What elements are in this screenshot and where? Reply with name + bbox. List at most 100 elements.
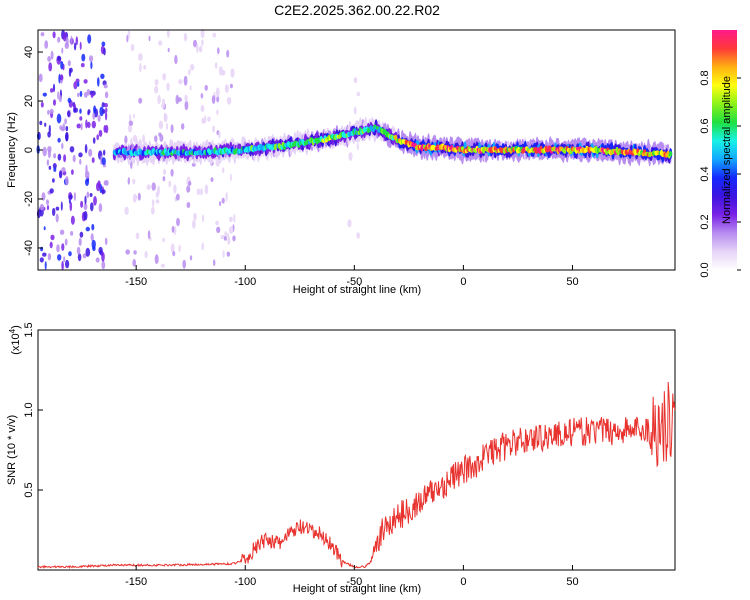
spectrogram-noise-cell — [132, 193, 137, 203]
spectrogram-noise-cell — [90, 233, 94, 242]
spectrogram-noise-cell — [90, 61, 93, 70]
spectrogram-noise-cell — [201, 214, 205, 223]
spectrogram-noise-cell — [348, 152, 353, 161]
spectrogram-noise-cell — [77, 92, 80, 98]
snr-x-tick-label: 0 — [460, 576, 466, 588]
spectrogram-noise-cell — [47, 56, 51, 62]
spectrogram-noise-cell — [196, 188, 201, 196]
spectrogram-noise-cell — [101, 102, 106, 108]
spectrogram-noise-cell — [60, 201, 63, 211]
spectrogram-noise-cell — [97, 77, 100, 87]
snr-x-tick-label: 50 — [566, 576, 578, 588]
spectrogram-noise-cell — [84, 144, 88, 154]
spectrogram-noise-cell — [65, 126, 69, 132]
spectrogram-noise-cell — [52, 31, 56, 39]
spectrogram-noise-cell — [80, 63, 85, 68]
spectrogram-noise-cell — [52, 178, 55, 183]
spectrogram-noise-cell — [84, 170, 90, 179]
spectrogram-noise-cell — [49, 188, 54, 194]
spectrogram-noise-cell — [224, 231, 228, 237]
spectrogram-noise-cell — [59, 229, 65, 235]
spectrogram-noise-cell — [356, 91, 360, 97]
spectrogram-noise-cell — [58, 95, 62, 103]
spectrogram-noise-cell — [200, 28, 205, 39]
spectrogram-noise-cell — [43, 226, 46, 231]
snr-series-line — [37, 381, 676, 570]
spectrogram-noise-cell — [68, 194, 73, 200]
spectrogram-noise-cell — [70, 35, 73, 46]
snr-x-tick-label: -100 — [234, 576, 256, 588]
spectrogram-noise-cell — [36, 209, 41, 219]
spectrogram-noise-cell — [135, 232, 140, 240]
spectrogram-noise-cell — [127, 30, 131, 39]
spectrogram-noise-cell — [189, 85, 192, 91]
spectrogram-noise-cell — [158, 120, 164, 130]
spectrogram-noise-cell — [213, 259, 216, 267]
spectrogram-noise-cell — [40, 101, 44, 108]
spectrogram-noise-cell — [42, 92, 47, 97]
spectrogram-noise-cell — [186, 185, 191, 193]
spectrogram-noise-cell — [229, 216, 233, 223]
spectrogram-y-tick-label: -40 — [23, 240, 35, 256]
spectrogram-noise-cell — [83, 203, 88, 211]
spectrogram-noise-cell — [85, 178, 89, 186]
spectrogram-noise-cell — [85, 119, 88, 129]
spectrogram-noise-cell — [227, 236, 231, 245]
spectrogram-noise-cell — [56, 244, 60, 253]
spectrogram-noise-cell — [226, 96, 232, 105]
spectrogram-noise-cell — [45, 199, 50, 206]
spectrogram-noise-cell — [40, 246, 44, 252]
spectrogram-noise-cell — [39, 257, 44, 263]
spectrogram-noise-cell — [215, 158, 220, 167]
spectrogram-noise-cell — [91, 223, 95, 231]
spectrogram-noise-cell — [103, 84, 108, 89]
spectrogram-noise-cell — [44, 40, 49, 49]
spectrogram-noise-cell — [132, 114, 135, 119]
spectrogram-noise-cell — [138, 97, 143, 104]
spectrogram-noise-cell — [133, 250, 137, 255]
spectrogram-noise-cell — [49, 241, 53, 249]
spectrogram-noise-cell — [176, 193, 180, 201]
spectrogram-noise-cell — [40, 32, 45, 37]
spectrogram-noise-cell — [214, 62, 218, 69]
spectrogram-noise-cell — [228, 226, 234, 234]
spectrogram-noise-cell — [91, 239, 96, 249]
spectrogram-noise-cell — [80, 122, 83, 131]
colorbar-tick-label: 0.8 — [699, 70, 711, 85]
spectrogram-x-tick-label: 50 — [566, 276, 578, 288]
spectrogram-noise-cell — [61, 167, 66, 173]
spectrogram-noise-cell — [50, 50, 54, 60]
spectrogram-noise-cell — [88, 55, 94, 62]
spectrogram-noise-cell — [84, 195, 87, 205]
spectrogram-noise-cell — [222, 250, 225, 258]
spectrogram-noise-cell — [168, 180, 172, 188]
spectrogram-noise-cell — [38, 73, 43, 83]
spectrogram-noise-cell — [216, 226, 221, 233]
spectrogram-noise-cell — [232, 235, 236, 242]
spectrogram-noise-cell — [69, 201, 73, 212]
spectrogram-noise-cell — [220, 69, 226, 76]
spectrogram-noise-cell — [44, 122, 47, 127]
spectrogram-noise-cell — [56, 113, 62, 124]
spectrogram-noise-cell — [57, 36, 61, 43]
spectrogram-noise-cell — [104, 103, 108, 108]
spectrogram-noise-cell — [224, 84, 229, 93]
spectrogram-noise-cell — [201, 39, 204, 46]
spectrogram-noise-cell — [342, 84, 346, 93]
spectrogram-y-axis: -40 -20 0 20 40 — [23, 46, 43, 256]
spectrogram-noise-cell — [345, 39, 349, 45]
spectrogram-noise-cell — [65, 131, 69, 142]
colorbar-tick-label: 0.2 — [699, 214, 711, 229]
spectrogram-noise-cell — [189, 255, 193, 261]
spectrogram-noise-cell — [198, 46, 202, 52]
spectrogram-ridge-cell — [669, 151, 673, 157]
spectrogram-noise-cell — [57, 137, 61, 143]
spectrogram-noise-cell — [215, 220, 220, 226]
spectrogram-noise-cell — [352, 40, 356, 45]
spectrogram-noise-cell — [103, 149, 106, 156]
spectrogram-noise-cell — [52, 207, 56, 217]
spectrogram-noise-cell — [70, 215, 75, 225]
spectrogram-noise-cell — [127, 177, 130, 185]
spectrogram-noise-cell — [75, 36, 79, 46]
spectrogram-noise-cell — [128, 120, 134, 126]
